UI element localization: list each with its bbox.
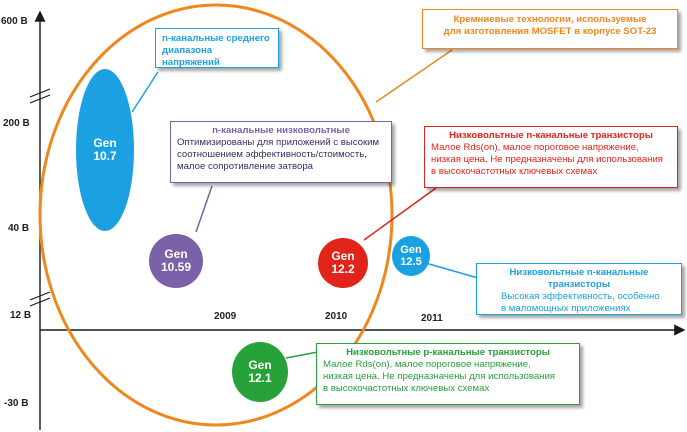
y-label-12: 12 В: [10, 310, 32, 321]
callout-silicon-title: Кремниевые технологии, используемые: [453, 14, 647, 25]
callout-green-title: Низковольтные p-канальные транзисторы: [346, 347, 550, 358]
y-label-40: 40 В: [8, 223, 30, 234]
callout-lowv-line-3: малое сопротивление затвора: [177, 161, 314, 172]
gen-12-1-bubble: Gen 12.1: [232, 342, 288, 402]
callout-mid-voltage: n-канальные среднего диапазона напряжени…: [155, 28, 279, 68]
callout-lowv-line-2: соотношением эффективность/стоимость,: [177, 149, 367, 160]
callout-red-line-3: в высокочастотных ключевых схемах: [431, 166, 598, 177]
callout-red-line-1: Малое Rds(on), малое пороговое напряжени…: [431, 142, 639, 153]
callout-green-line-2: низкая цена. Не предназначены для исполь…: [323, 371, 556, 382]
callout-mid-body: диапазона напряжений: [162, 45, 220, 68]
callout-low-voltage: n-канальные низковольтные Оптимизированы…: [170, 121, 392, 183]
gen-12-1-word: Gen: [248, 357, 272, 372]
gen-10-7-bubble: Gen 10.7: [76, 69, 134, 231]
gen-10-7-word: Gen: [93, 135, 117, 150]
connector-red: [363, 187, 437, 241]
gen-10-7-number: 10.7: [93, 149, 117, 163]
connector-silicon: [375, 49, 453, 103]
callout-cyan-line-1: Высокая эффективность, особенно: [501, 291, 660, 302]
gen-10-59-number: 10.59: [160, 260, 192, 274]
connector-lowv: [195, 185, 213, 233]
connector-mid: [131, 71, 159, 113]
year-2010: 2010: [325, 311, 348, 322]
callout-red-line-2: низкая цена. Не предназначены для исполь…: [431, 154, 664, 165]
callout-lowv-title: n-канальные низковольтные: [212, 125, 350, 136]
callout-green-line-3: в высокочастотных ключевых схемах: [323, 383, 490, 394]
gen-12-1-number: 12.1: [248, 371, 272, 385]
callout-green-line-1: Малое Rds(on), малое пороговое напряжени…: [323, 359, 531, 370]
gen-10-59-word: Gen: [164, 246, 188, 261]
callout-mid-title: n-канальные среднего: [162, 33, 270, 44]
year-2011: 2011: [421, 313, 443, 324]
callout-cyan-line-2: в маломощных приложениях: [501, 303, 631, 314]
connector-cyan: [421, 261, 479, 279]
axis-break-top: [29, 88, 51, 104]
y-label-200: 200 В: [3, 118, 30, 129]
callout-lowv-line-1: Оптимизированы для приложений с высоким: [177, 137, 380, 148]
callout-cyan-title: Низковольтные n-канальные транзисторы: [509, 267, 649, 290]
callout-red-title: Низковольтные n-канальные транзисторы: [449, 130, 653, 141]
connector-green: [285, 351, 319, 359]
gen-12-2-number: 12.2: [331, 262, 355, 276]
y-label-600: 600 В: [1, 16, 28, 27]
gen-12-5-number: 12.5: [400, 256, 422, 268]
callout-green-p-channel: Низковольтные p-канальные транзисторы Ма…: [316, 343, 580, 405]
gen-12-5-word: Gen: [400, 243, 422, 256]
callout-cyan-low-voltage: Низковольтные n-канальные транзисторы Вы…: [476, 263, 682, 315]
gen-10-59-bubble: Gen 10.59: [149, 234, 203, 288]
silicon-tech-ellipse: [38, 3, 394, 427]
gen-12-2-word: Gen: [331, 248, 355, 263]
gen-12-5-bubble: Gen 12.5: [392, 236, 430, 276]
y-label-minus30: -30 В: [4, 398, 29, 409]
axis-break-bottom: [29, 291, 51, 307]
callout-red-low-voltage: Низковольтные n-канальные транзисторы Ма…: [424, 126, 678, 188]
year-2009: 2009: [214, 311, 237, 322]
callout-silicon-body: для изготовления MOSFET в корпусе SOT-23: [443, 26, 657, 37]
callout-silicon-tech: Кремниевые технологии, используемые для …: [422, 9, 678, 49]
gen-12-2-bubble: Gen 12.2: [318, 238, 368, 288]
